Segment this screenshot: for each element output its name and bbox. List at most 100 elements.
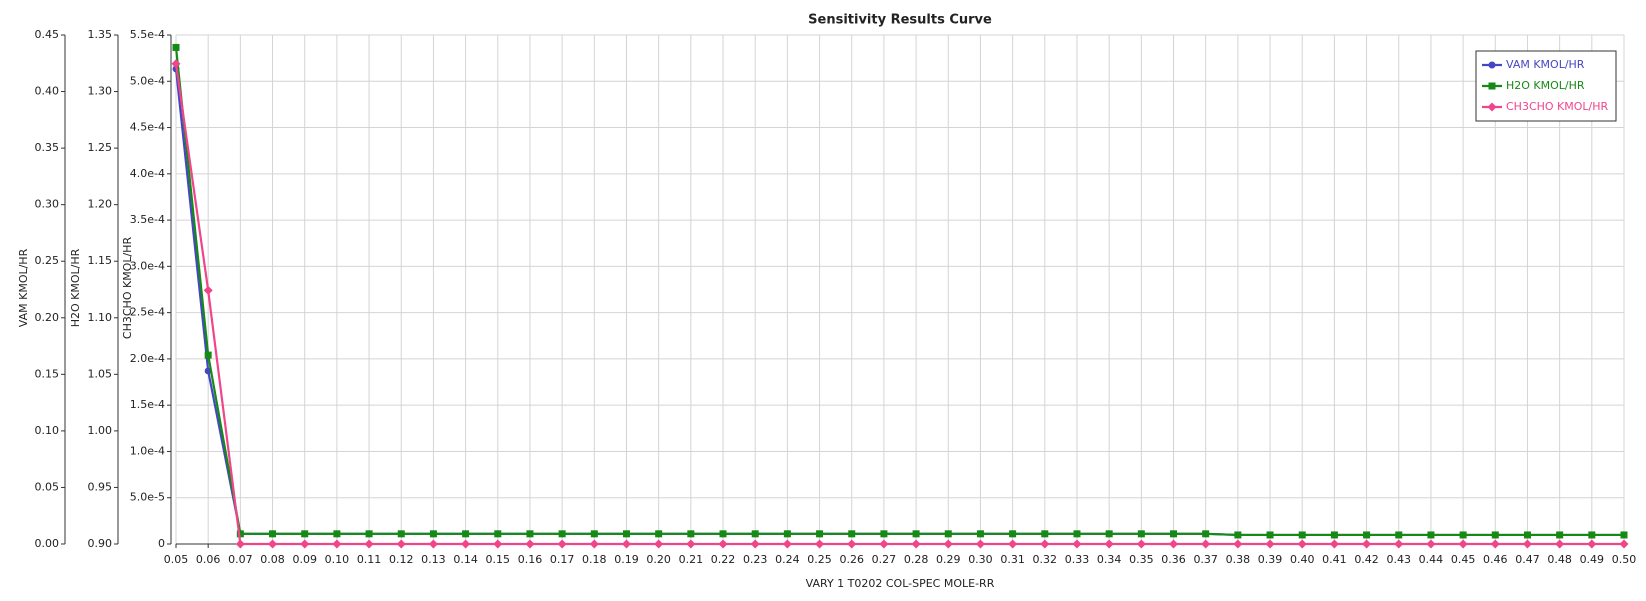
marker (1104, 539, 1114, 549)
marker (1362, 539, 1372, 549)
marker (1587, 539, 1597, 549)
y2-tick-label: 1.25 (88, 141, 113, 154)
marker (718, 539, 728, 549)
x-tick-label: 0.17 (550, 553, 575, 566)
marker (1363, 531, 1371, 539)
marker (203, 285, 213, 295)
marker (912, 530, 920, 538)
marker (944, 530, 952, 538)
marker (172, 43, 180, 51)
y3-tick-label: 5.5e-4 (130, 28, 165, 41)
x-tick-label: 0.43 (1387, 553, 1412, 566)
x-tick-label: 0.38 (1226, 553, 1251, 566)
marker (622, 530, 630, 538)
marker (204, 351, 212, 359)
y2-tick-label: 1.00 (88, 424, 113, 437)
marker (525, 539, 535, 549)
x-tick-label: 0.39 (1258, 553, 1283, 566)
marker (1297, 539, 1307, 549)
marker (1202, 530, 1210, 538)
y3-tick-label: 3.0e-4 (130, 259, 165, 272)
marker (815, 539, 825, 549)
marker (1266, 531, 1274, 539)
y-axis-title: VAM KMOL/HR (17, 248, 30, 327)
y3-tick-label: 2.5e-4 (130, 306, 165, 319)
y2-tick-label: 0.90 (88, 537, 113, 550)
marker (1233, 539, 1243, 549)
y3-tick-label: 3.5e-4 (130, 213, 165, 226)
marker (397, 530, 405, 538)
marker (396, 539, 406, 549)
marker (494, 530, 502, 538)
x-tick-label: 0.48 (1547, 553, 1572, 566)
marker (975, 539, 985, 549)
y2-tick-label: 1.35 (88, 28, 113, 41)
legend-label: H2O KMOL/HR (1506, 79, 1585, 92)
y3-tick-label: 1.5e-4 (130, 398, 165, 411)
marker (461, 539, 471, 549)
y2-tick-label: 1.20 (88, 198, 113, 211)
y3-tick-label: 5.0e-4 (130, 74, 165, 87)
marker (333, 530, 341, 538)
marker (268, 539, 278, 549)
x-tick-label: 0.34 (1097, 553, 1122, 566)
x-tick-label: 0.09 (292, 553, 317, 566)
y-tick-label: 0.10 (35, 424, 60, 437)
marker (1265, 539, 1275, 549)
x-tick-label: 0.27 (872, 553, 897, 566)
marker (590, 530, 598, 538)
marker (1459, 531, 1467, 539)
legend-label: CH3CHO KMOL/HR (1506, 100, 1609, 113)
marker (462, 530, 470, 538)
marker (654, 539, 664, 549)
y-tick-label: 0.35 (35, 141, 60, 154)
x-tick-label: 0.36 (1161, 553, 1186, 566)
x-tick-label: 0.26 (839, 553, 864, 566)
y3-tick-label: 2.0e-4 (130, 352, 165, 365)
marker (1488, 82, 1496, 90)
x-tick-label: 0.30 (968, 553, 993, 566)
marker (1487, 102, 1497, 112)
marker (236, 530, 244, 538)
x-tick-label: 0.33 (1065, 553, 1090, 566)
x-tick-label: 0.49 (1580, 553, 1605, 566)
x-tick-label: 0.42 (1354, 553, 1379, 566)
x-tick-label: 0.16 (518, 553, 543, 566)
x-tick-label: 0.35 (1129, 553, 1154, 566)
series-line (174, 63, 1624, 546)
marker (911, 539, 921, 549)
series-line (174, 68, 1624, 537)
x-tick-label: 0.29 (936, 553, 961, 566)
marker (1298, 531, 1306, 539)
marker (365, 530, 373, 538)
x-tick-label: 0.20 (646, 553, 671, 566)
marker (976, 530, 984, 538)
y2-tick-label: 1.15 (88, 254, 113, 267)
marker (1490, 539, 1500, 549)
x-tick-label: 0.32 (1033, 553, 1058, 566)
marker (526, 530, 534, 538)
x-tick-label: 0.12 (389, 553, 414, 566)
y3-tick-label: 1.0e-4 (130, 444, 165, 457)
y2-tick-label: 0.95 (88, 480, 113, 493)
x-tick-label: 0.25 (807, 553, 832, 566)
marker (1137, 530, 1145, 538)
marker (1458, 539, 1468, 549)
chart-title: Sensitivity Results Curve (808, 13, 992, 28)
x-tick-label: 0.19 (614, 553, 639, 566)
marker (1073, 530, 1081, 538)
x-tick-label: 0.22 (711, 553, 736, 566)
marker (750, 539, 760, 549)
x-tick-label: 0.24 (775, 553, 800, 566)
marker (1201, 539, 1211, 549)
marker (943, 539, 953, 549)
x-tick-label: 0.15 (486, 553, 511, 566)
y-tick-label: 0.00 (35, 537, 60, 550)
series-line (174, 47, 1624, 537)
marker (686, 539, 696, 549)
x-tick-label: 0.06 (196, 553, 221, 566)
marker (1329, 539, 1339, 549)
marker (621, 539, 631, 549)
x-tick-label: 0.11 (357, 553, 382, 566)
